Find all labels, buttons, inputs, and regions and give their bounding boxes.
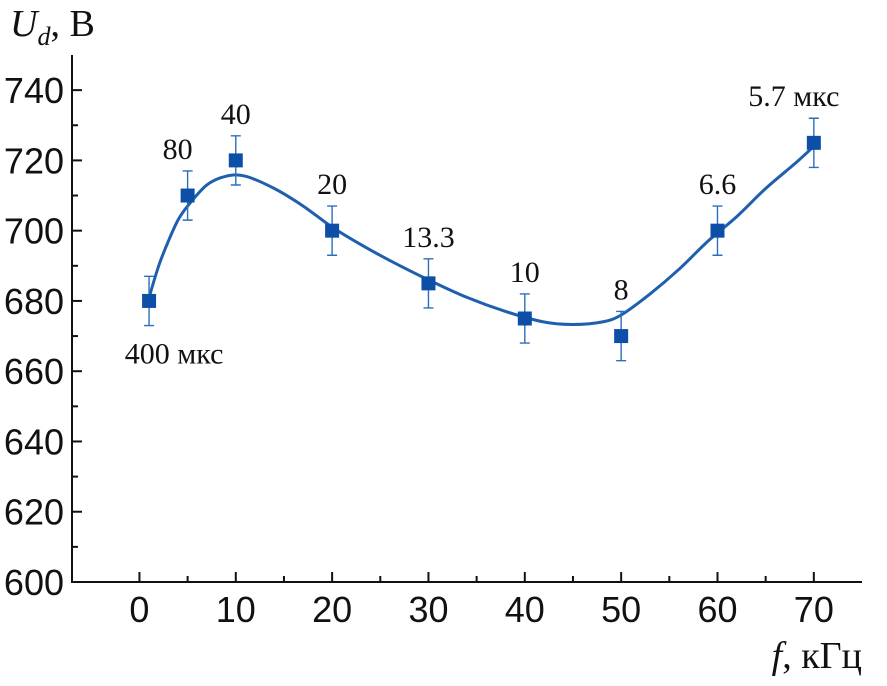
y-axis-symbol: U (10, 3, 40, 45)
data-point (614, 329, 629, 344)
y-axis-unit: , В (50, 3, 94, 45)
y-tick-label: 620 (4, 492, 64, 533)
x-tick-label: 50 (601, 589, 641, 630)
x-tick-label: 70 (794, 589, 834, 630)
data-point (180, 188, 195, 203)
data-point (325, 223, 340, 238)
data-point (421, 276, 436, 291)
y-axis-subscript: d (37, 22, 51, 51)
point-label: 6.6 (699, 168, 737, 201)
x-tick-label: 20 (312, 589, 352, 630)
point-labels-layer: 400 мкс 80 40 20 13.3 10 8 6.6 5.7 мкс (125, 80, 840, 370)
x-tick-label: 30 (408, 589, 448, 630)
data-point (228, 153, 243, 168)
data-point (142, 293, 157, 308)
point-label: 10 (510, 256, 540, 289)
y-tick-label: 740 (4, 70, 64, 111)
markers-layer (142, 135, 821, 344)
x-tick-label: 10 (216, 589, 256, 630)
point-label: 5.7 мкс (748, 80, 839, 113)
y-tick-label: 680 (4, 281, 64, 322)
x-tick-label: 60 (697, 589, 737, 630)
point-label: 20 (317, 168, 347, 201)
x-axis-title: f, кГц (772, 635, 862, 677)
point-label: 400 мкс (125, 338, 224, 371)
x-tick-label: 0 (129, 589, 149, 630)
x-tick-label: 40 (505, 589, 545, 630)
point-label: 80 (163, 133, 193, 166)
y-tick-label: 720 (4, 140, 64, 181)
axes: 600 620 640 660 680 700 720 740 0 10 20 30 40 50 60 70 (4, 55, 862, 630)
point-label: 8 (614, 273, 629, 306)
point-label: 13.3 (402, 221, 455, 254)
data-point (710, 223, 725, 238)
y-tick-label: 600 (4, 562, 64, 603)
data-point (806, 135, 821, 150)
y-tick-label: 700 (4, 211, 64, 252)
y-axis-title: Ud, В (10, 3, 95, 51)
x-axis-unit: , кГц (782, 635, 862, 677)
error-bars-layer (144, 117, 819, 362)
point-label: 40 (221, 98, 251, 131)
y-tick-label: 640 (4, 421, 64, 462)
data-point (517, 311, 532, 326)
y-tick-label: 660 (4, 351, 64, 392)
